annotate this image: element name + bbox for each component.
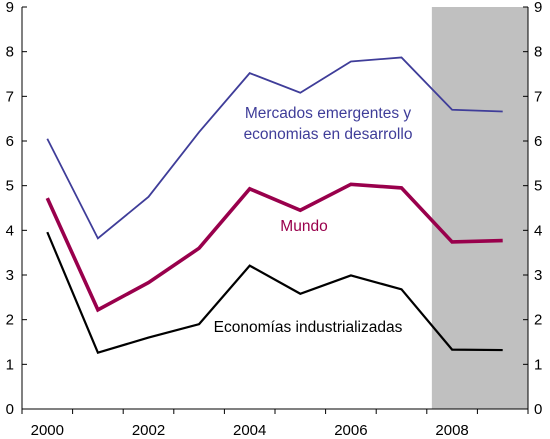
y-tick-label-left: 6 <box>6 133 14 150</box>
y-tick-label-right: 0 <box>534 401 542 418</box>
series-line-mundo <box>45 182 503 313</box>
y-tick-label-left: 5 <box>6 178 14 195</box>
x-tick-label: 2002 <box>132 422 165 439</box>
series-label-industrializadas: Economías industrializadas <box>214 319 403 336</box>
y-tick-label-right: 8 <box>534 44 542 61</box>
y-tick-label-right: 9 <box>534 0 542 16</box>
y-tick-label-right: 6 <box>534 133 542 150</box>
y-tick-label-right: 3 <box>534 267 542 284</box>
series-line-industrializadas <box>46 231 503 355</box>
series-label-emergentes: Mercados emergentes y <box>245 105 412 122</box>
y-tick-label-right: 7 <box>534 88 542 105</box>
y-tick-label-right: 1 <box>534 356 542 373</box>
y-tick-label-right: 2 <box>534 312 542 329</box>
y-tick-label-right: 5 <box>534 178 542 195</box>
y-tick-label-left: 4 <box>6 222 14 239</box>
x-tick-label: 2008 <box>435 422 468 439</box>
tick-labels: 0 0 1 1 2 2 3 3 4 4 5 5 6 6 7 7 8 8 9 9 2000 2002 2004 2006 2008 <box>6 0 543 439</box>
series-label-emergentes: economias en desarrollo <box>244 126 413 143</box>
y-tick-label-left: 3 <box>6 267 14 284</box>
x-tick-label: 2000 <box>31 422 64 439</box>
y-tick-label-left: 0 <box>6 401 14 418</box>
x-tick-label: 2004 <box>233 422 266 439</box>
y-tick-label-left: 9 <box>6 0 14 16</box>
y-tick-label-right: 4 <box>534 222 542 239</box>
forecast-shaded-region <box>431 7 528 409</box>
y-tick-label-left: 7 <box>6 88 14 105</box>
y-tick-label-left: 2 <box>6 312 14 329</box>
series-label-mundo: Mundo <box>280 218 327 235</box>
series-lines <box>45 56 503 355</box>
y-tick-label-left: 8 <box>6 44 14 61</box>
axes <box>21 6 529 414</box>
series-line-emergentes <box>46 56 503 240</box>
x-tick-label: 2006 <box>334 422 367 439</box>
y-tick-label-left: 1 <box>6 356 14 373</box>
series-labels: Mercados emergentes y economias en desarr… <box>214 105 413 336</box>
